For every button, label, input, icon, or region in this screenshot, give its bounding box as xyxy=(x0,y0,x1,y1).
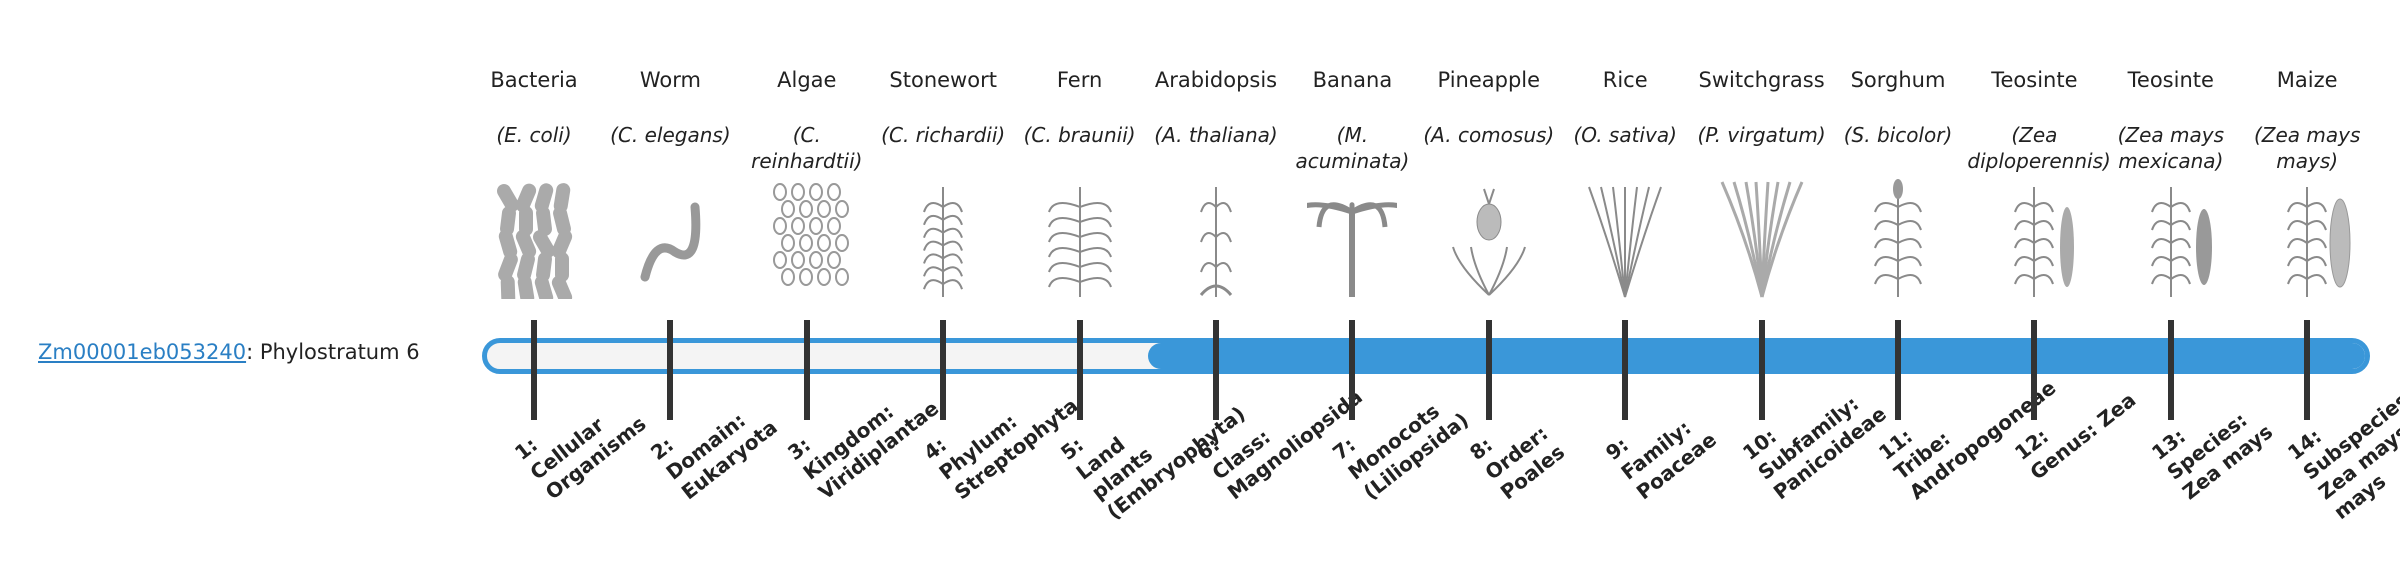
organism-name: Sorghum xyxy=(1850,68,1946,92)
organism-drawing xyxy=(2014,187,2075,297)
stratum-tick xyxy=(1622,320,1629,420)
organism-image xyxy=(762,177,852,303)
organism-drawing xyxy=(2150,187,2212,297)
organism-image xyxy=(1580,177,1670,303)
stratum-tick xyxy=(667,320,674,420)
stratum-tick xyxy=(803,320,810,420)
organism-name: Switchgrass xyxy=(1698,68,1825,92)
gene-row: Zm00001eb053240: Phylostratum 6 xyxy=(38,340,420,364)
organism-drawing xyxy=(497,183,573,305)
organism-image xyxy=(625,177,715,303)
organism-drawing xyxy=(2287,187,2351,297)
organism-name: Banana xyxy=(1312,68,1393,92)
organism-image xyxy=(1853,177,1943,303)
organism-drawing xyxy=(1199,187,1233,297)
organism-drawing xyxy=(923,187,964,297)
organism-name: Fern xyxy=(1056,68,1103,92)
organism-image xyxy=(1283,177,1421,303)
stratum-tick xyxy=(531,320,537,420)
organism-name: Worm xyxy=(639,68,701,92)
organism-image xyxy=(898,177,988,303)
scientific-name: (M. acuminata) xyxy=(1295,123,1410,173)
scientific-name: (C. richardii) xyxy=(881,123,1006,147)
stratum-tick xyxy=(2304,320,2311,420)
organism-name: Teosinte xyxy=(2127,68,2214,92)
scientific-name: (P. virgatum) xyxy=(1697,123,1826,147)
organism-name: Maize xyxy=(2276,68,2338,92)
scientific-name: (Zea mays mexicana) xyxy=(2117,123,2224,173)
stratum-tick xyxy=(2031,320,2038,420)
organism-drawing xyxy=(772,183,849,286)
stratum-tick xyxy=(1076,320,1083,420)
scientific-name: (Zea mays mays) xyxy=(2253,123,2361,173)
organism-name: Arabidopsis xyxy=(1154,68,1278,92)
organism-name: Teosinte xyxy=(1991,68,2078,92)
organism-image xyxy=(2126,177,2216,303)
organism-name: Rice xyxy=(1602,68,1648,92)
organism-image xyxy=(489,177,579,305)
stratum-tick xyxy=(1213,320,1219,420)
organism-drawing xyxy=(640,202,701,282)
stratum-tick xyxy=(1349,320,1356,420)
organism-image xyxy=(1171,177,1261,303)
organism-image xyxy=(2262,177,2352,303)
organism-image xyxy=(1989,177,2079,303)
organism-drawing xyxy=(1720,181,1803,298)
organism-drawing xyxy=(1874,179,1922,297)
organism-drawing xyxy=(1588,186,1663,298)
organism-drawing xyxy=(1451,188,1526,296)
scientific-name: (S. bicolor) xyxy=(1843,123,1953,147)
organism-image xyxy=(1717,177,1807,303)
stratum-name: Land plants (Embryophyta) xyxy=(1070,401,1250,525)
stratum-tick xyxy=(1485,320,1492,420)
stratum-tick xyxy=(1758,320,1765,420)
organism-image xyxy=(1444,177,1534,303)
organism-name: Pineapple xyxy=(1437,68,1541,92)
organism-drawing xyxy=(1283,202,1421,297)
organism-name: Stonewort xyxy=(889,68,997,92)
scientific-name: (C. reinhardtii) xyxy=(751,123,863,173)
stratum-tick xyxy=(1895,320,1901,420)
scientific-name: (E. coli) xyxy=(496,123,572,147)
stratum-tick xyxy=(2167,320,2174,420)
scientific-name: (C. braunii) xyxy=(1023,123,1136,147)
scientific-name: (Zea diploperennis) xyxy=(1967,123,2111,173)
scientific-name: (C. elegans) xyxy=(610,123,731,147)
organism-name: Algae xyxy=(777,68,837,92)
scientific-name: (A. thaliana) xyxy=(1154,123,1278,147)
organism-name: Bacteria xyxy=(490,68,578,92)
organism-drawing xyxy=(1047,187,1112,297)
stratum-tick xyxy=(940,320,947,420)
organism-image xyxy=(1035,177,1125,303)
scientific-name: (A. comosus) xyxy=(1423,123,1555,147)
gene-link[interactable]: Zm00001eb053240 xyxy=(38,340,247,364)
scientific-name: (O. sativa) xyxy=(1573,123,1677,147)
phylostratum-label: : Phylostratum 6 xyxy=(246,340,420,364)
